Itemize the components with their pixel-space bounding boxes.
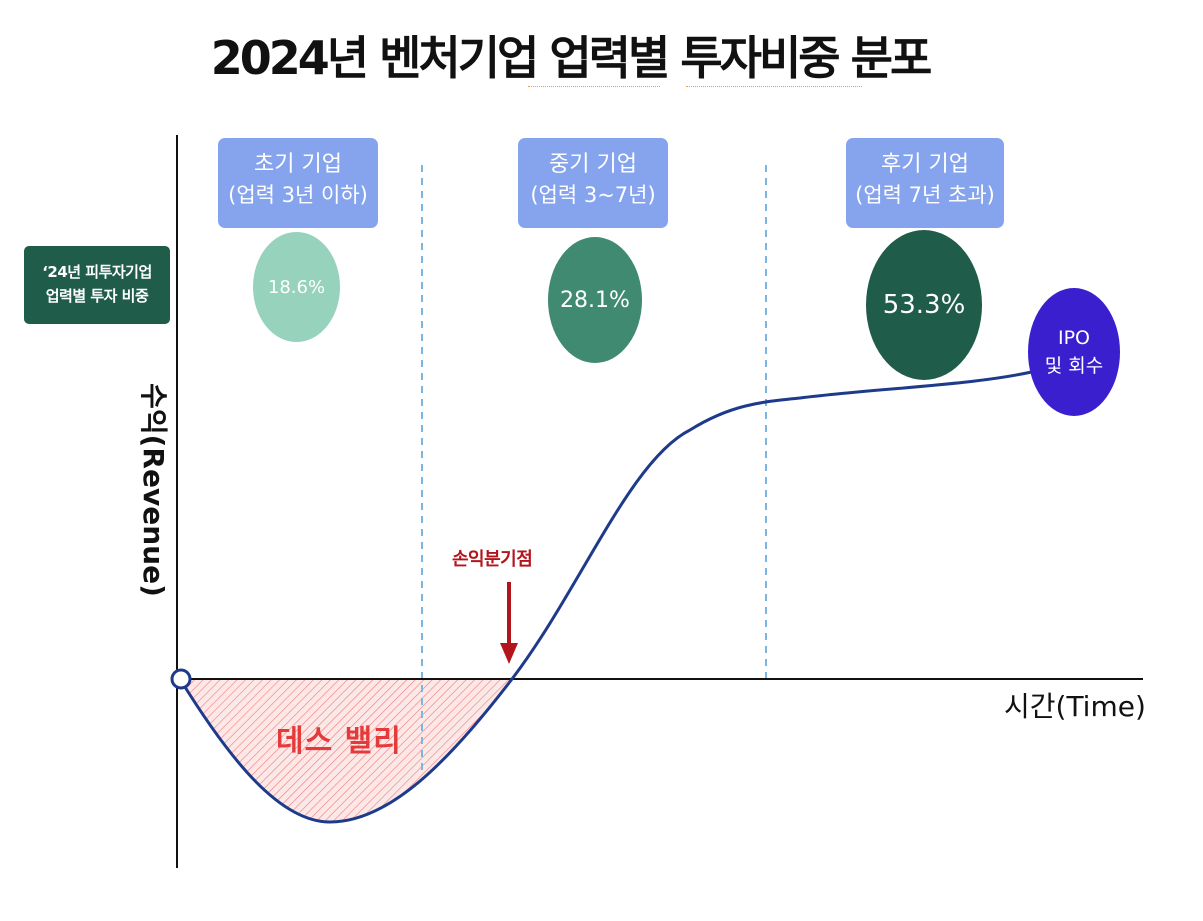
stage-sub: (업력 7년 초과): [855, 183, 995, 207]
stage-name: 초기 기업: [254, 152, 342, 177]
death-valley-label: 데스 밸리: [276, 724, 402, 759]
ipo-line-2: 및 회수: [1044, 355, 1104, 377]
break-even-arrow-head: [500, 643, 518, 664]
stage-label-mid: 중기 기업 (업력 3~7년): [518, 138, 668, 228]
stage-label-early: 초기 기업 (업력 3년 이하): [218, 138, 378, 228]
share-value: 18.6%: [267, 276, 326, 298]
stage-label-late: 후기 기업 (업력 7년 초과): [846, 138, 1004, 228]
stage-name: 후기 기업: [881, 152, 969, 177]
stage-name: 중기 기업: [549, 152, 637, 177]
share-value: 28.1%: [560, 287, 630, 313]
stage-sub: (업력 3년 이하): [228, 183, 368, 207]
revenue-curve: [178, 368, 1041, 824]
stage-sub: (업력 3~7년): [530, 183, 656, 207]
share-bubble-early: 18.6%: [253, 232, 340, 342]
page-title: 2024년 벤처기업 업력별 투자비중 분포: [210, 31, 933, 85]
share-bubble-late: 53.3%: [866, 230, 982, 380]
investment-share-badge: ‘24년 피투자기업 업력별 투자 비중: [24, 246, 170, 324]
ipo-line-1: IPO: [1057, 327, 1091, 349]
origin-marker: [170, 668, 192, 690]
title-underline-1: [528, 86, 660, 87]
break-even-label: 손익분기점: [452, 549, 533, 570]
title-underline-2: [686, 86, 862, 87]
death-valley-area: [180, 679, 512, 822]
share-value: 53.3%: [882, 290, 966, 320]
badge-line-1: ‘24년 피투자기업: [42, 263, 152, 281]
x-axis-label: 시간(Time): [1004, 690, 1146, 723]
share-bubble-mid: 28.1%: [548, 237, 642, 363]
badge-line-2: 업력별 투자 비중: [45, 287, 149, 305]
ipo-bubble: IPO 및 회수: [1028, 288, 1120, 416]
y-axis-label: 수익(Revenue): [137, 383, 170, 597]
